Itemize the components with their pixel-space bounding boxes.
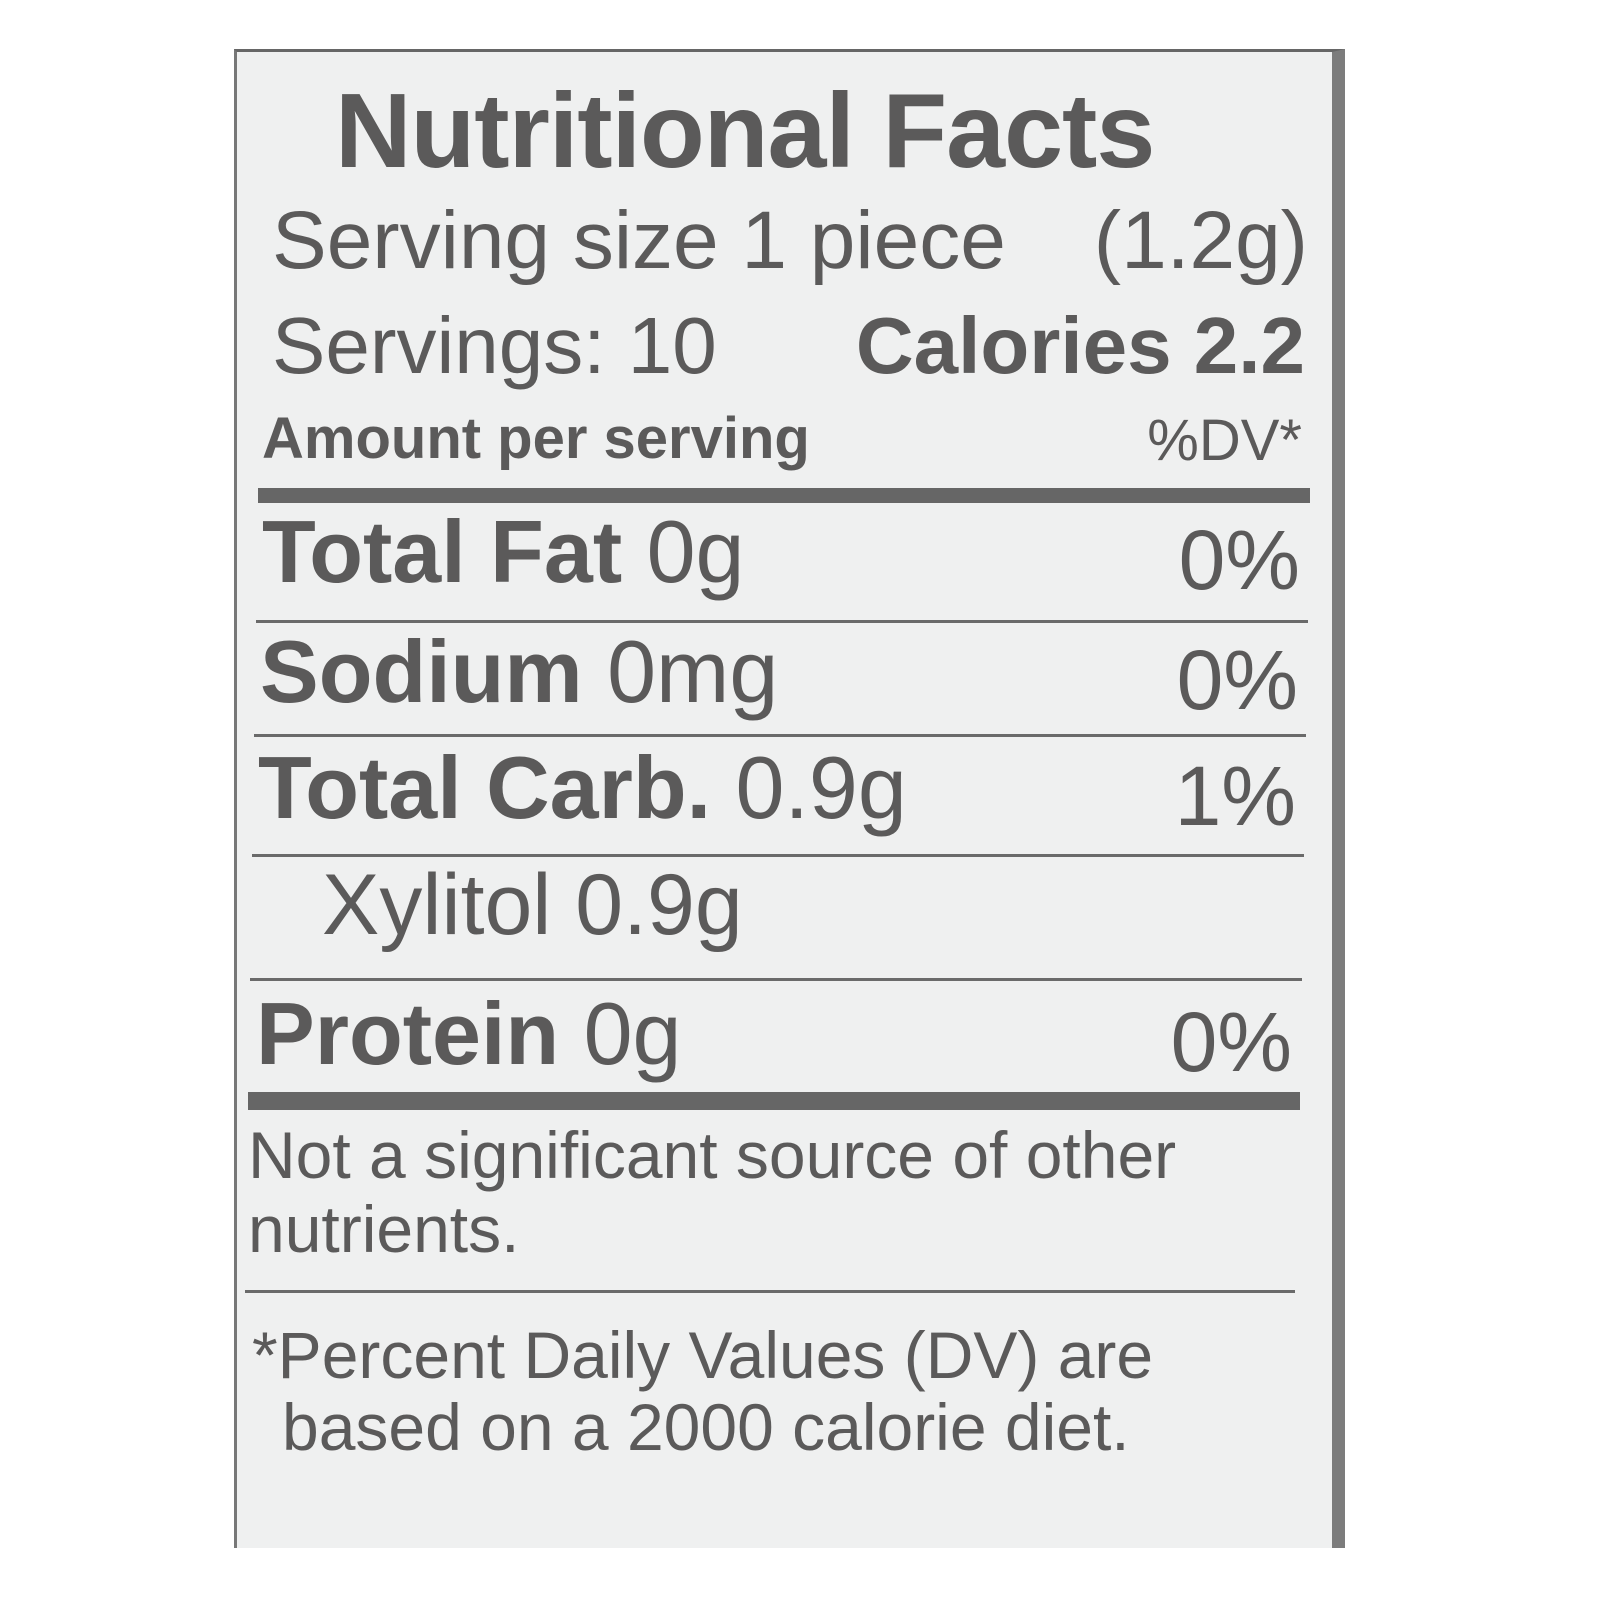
amount-per-serving-header: Amount per serving — [262, 406, 810, 471]
nutrient-name: Total Fat — [262, 502, 623, 601]
nutrient-row-total-fat: Total Fat 0g — [262, 508, 744, 596]
note-text: nutrients. — [248, 1192, 520, 1266]
nutrient-amount: 0.9g — [735, 738, 907, 837]
serving-size: Serving size 1 piece — [272, 195, 1006, 286]
nutrient-amount: 0mg — [607, 622, 779, 721]
servings-count: Servings: 10 — [272, 301, 717, 390]
nutrient-name: Total Carb. — [258, 738, 712, 837]
nutrient-dv: 0% — [1178, 513, 1300, 607]
label-title: Nutritional Facts — [335, 72, 1155, 190]
divider-thick — [258, 488, 1310, 503]
nutrient-dv: 1% — [1174, 749, 1296, 843]
nutrition-label — [234, 49, 1345, 1548]
nutrient-row-sodium: Sodium 0mg — [260, 628, 778, 716]
nutrient-dv: 0% — [1176, 633, 1298, 727]
nutrient-row-protein: Protein 0g — [256, 990, 682, 1078]
footnote-text: based on a 2000 calorie diet. — [282, 1390, 1130, 1464]
nutrient-name: Protein — [256, 984, 560, 1083]
dv-header: %DV* — [1147, 408, 1302, 473]
serving-size-weight: (1.2g) — [1093, 195, 1308, 286]
calories: Calories 2.2 — [855, 301, 1305, 390]
nutrient-dv: 0% — [1170, 995, 1292, 1089]
divider-thick — [248, 1092, 1300, 1110]
nutrient-row-total-carb: Total Carb. 0.9g — [258, 744, 907, 832]
divider — [250, 978, 1302, 981]
nutrient-amount: 0g — [646, 502, 745, 601]
divider — [254, 734, 1306, 737]
divider — [256, 620, 1308, 623]
nutrient-amount: 0g — [583, 984, 682, 1083]
divider — [245, 1290, 1295, 1293]
footnote-text: *Percent Daily Values (DV) are — [252, 1318, 1154, 1392]
note-text: Not a significant source of other — [248, 1118, 1177, 1192]
nutrient-row-xylitol: Xylitol 0.9g — [322, 857, 743, 953]
divider — [252, 854, 1304, 857]
nutrient-name: Sodium — [260, 622, 583, 721]
